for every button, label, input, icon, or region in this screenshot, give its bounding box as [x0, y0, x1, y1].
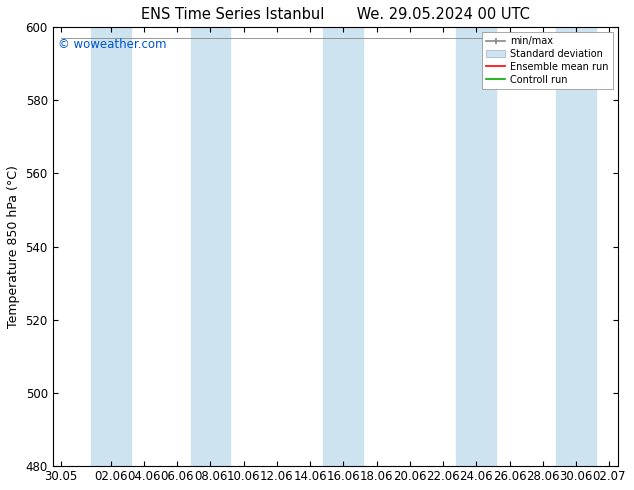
- Bar: [91, 27, 131, 466]
- Title: ENS Time Series Istanbul       We. 29.05.2024 00 UTC: ENS Time Series Istanbul We. 29.05.2024 …: [141, 7, 529, 22]
- Text: © woweather.com: © woweather.com: [58, 38, 167, 51]
- Bar: [191, 27, 230, 466]
- Y-axis label: Temperature 850 hPa (°C): Temperature 850 hPa (°C): [7, 165, 20, 328]
- Legend: min/max, Standard deviation, Ensemble mean run, Controll run: min/max, Standard deviation, Ensemble me…: [482, 32, 612, 89]
- Bar: [456, 27, 496, 466]
- Bar: [323, 27, 363, 466]
- Bar: [556, 27, 596, 466]
